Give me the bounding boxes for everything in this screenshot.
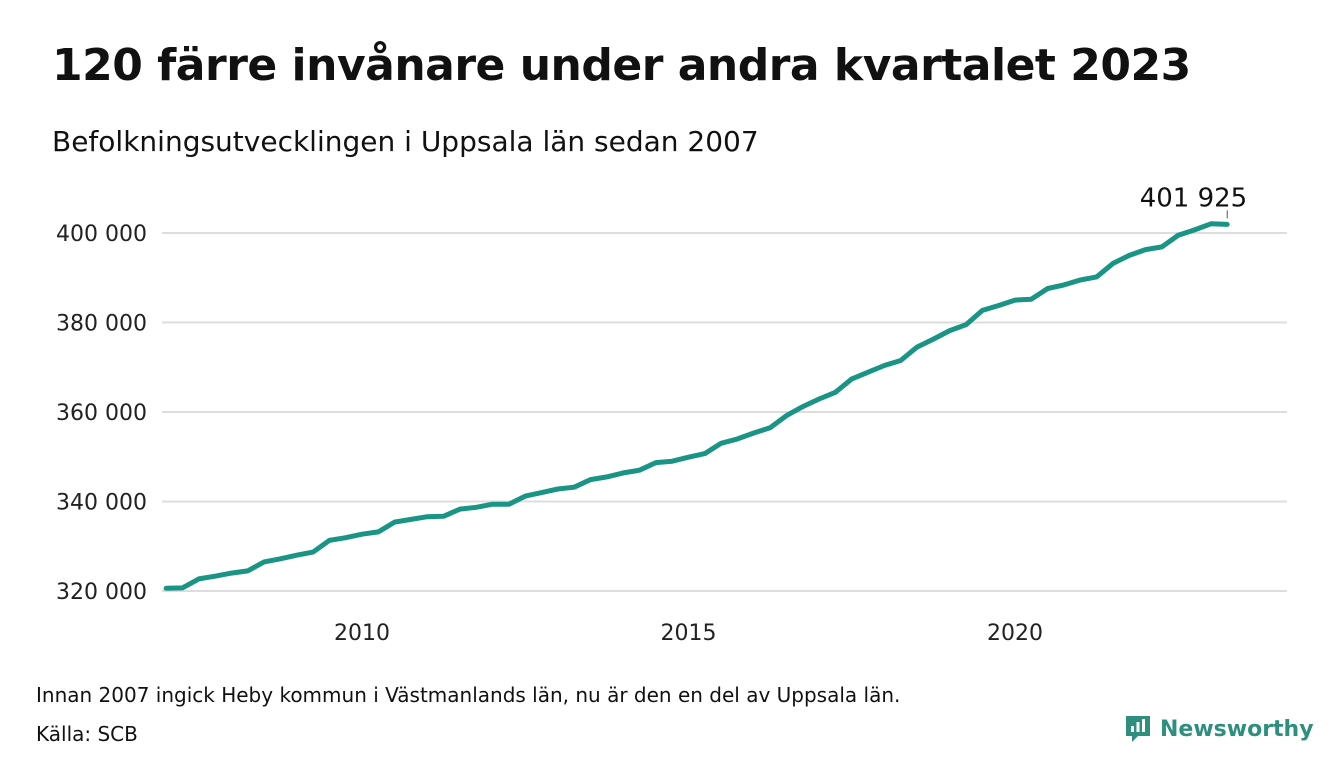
chart-title: 120 färre invånare under andra kvartalet… [52,40,1191,91]
series-line [163,221,1230,591]
y-tick-label: 340 000 [56,491,147,516]
y-tick-label: 320 000 [56,580,147,605]
x-tick-label: 2015 [661,621,717,646]
newsworthy-logo[interactable]: Newsworthy [1124,714,1314,744]
y-tick-label: 400 000 [56,222,147,247]
source-label: Källa: SCB [36,722,138,746]
x-tick-label: 2020 [987,621,1043,646]
y-tick-label: 380 000 [56,312,147,337]
newsworthy-icon [1126,716,1150,742]
y-tick-label: 360 000 [56,401,147,426]
footnote: Innan 2007 ingick Heby kommun i Västmanl… [36,683,901,707]
chart-subtitle: Befolkningsutvecklingen i Uppsala län se… [52,125,759,158]
brand-name: Newsworthy [1160,716,1314,742]
line-chart: 320 000 340 000 360 000 380 000 400 000 2010 2… [56,183,1287,646]
x-tick-label: 2010 [334,621,390,646]
last-value-label: 401 925 [1140,183,1248,213]
